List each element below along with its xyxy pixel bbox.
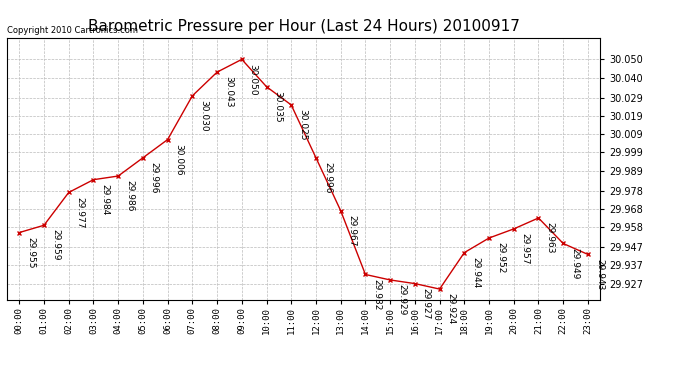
Text: 29.959: 29.959 <box>51 230 60 261</box>
Text: 29.967: 29.967 <box>348 215 357 246</box>
Text: 29.943: 29.943 <box>595 259 604 290</box>
Text: 30.006: 30.006 <box>175 144 184 176</box>
Text: 29.977: 29.977 <box>76 196 85 228</box>
Text: 29.927: 29.927 <box>422 288 431 319</box>
Text: 30.035: 30.035 <box>273 91 282 123</box>
Text: 29.984: 29.984 <box>100 184 110 215</box>
Text: 29.986: 29.986 <box>125 180 134 212</box>
Text: 30.025: 30.025 <box>298 109 307 141</box>
Text: 29.955: 29.955 <box>26 237 35 268</box>
Text: 29.952: 29.952 <box>496 242 505 273</box>
Text: Barometric Pressure per Hour (Last 24 Hours) 20100917: Barometric Pressure per Hour (Last 24 Ho… <box>88 19 520 34</box>
Text: 29.957: 29.957 <box>521 233 530 265</box>
Text: 29.924: 29.924 <box>446 293 455 324</box>
Text: 30.043: 30.043 <box>224 76 233 108</box>
Text: 30.030: 30.030 <box>199 100 208 132</box>
Text: 30.050: 30.050 <box>248 63 258 95</box>
Text: 29.944: 29.944 <box>471 257 480 288</box>
Text: 29.929: 29.929 <box>397 284 406 315</box>
Text: 29.932: 29.932 <box>373 279 382 310</box>
Text: 29.996: 29.996 <box>323 162 332 194</box>
Text: 29.949: 29.949 <box>570 248 579 279</box>
Text: 29.996: 29.996 <box>150 162 159 194</box>
Text: 29.963: 29.963 <box>545 222 555 254</box>
Text: Copyright 2010 Cartronics.com: Copyright 2010 Cartronics.com <box>7 26 138 35</box>
